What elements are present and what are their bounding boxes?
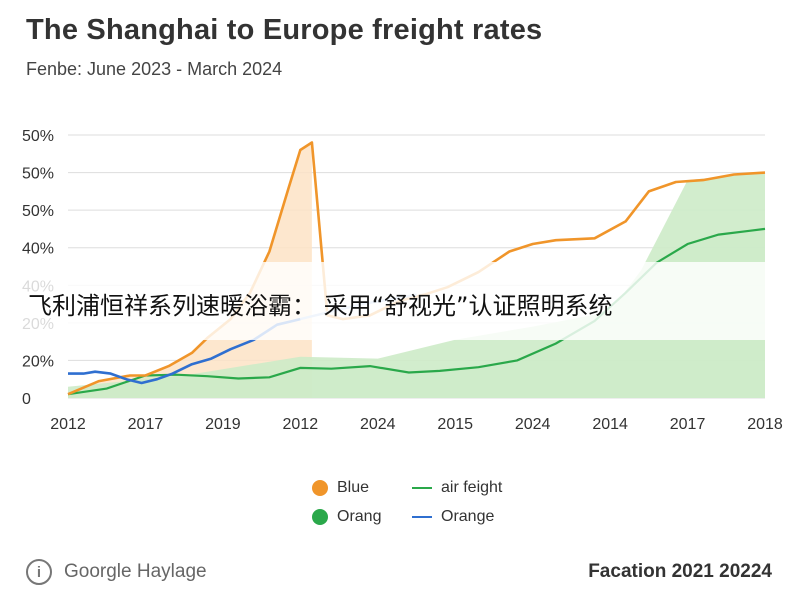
legend-marker-green-line xyxy=(412,487,432,489)
chart-subtitle: Fenbe: June 2023 - March 2024 xyxy=(26,59,283,79)
legend-marker-blue-line xyxy=(412,516,432,518)
legend-marker-orange-dot xyxy=(312,480,328,496)
legend-item-orange: Orange xyxy=(412,508,494,526)
x-tick-label: 2024 xyxy=(360,416,396,433)
legend-item-orang: Orang xyxy=(312,508,381,526)
chart-title: The Shanghai to Europe freight rates xyxy=(26,14,543,46)
legend-label: air feight xyxy=(441,479,503,496)
legend-marker-green-dot xyxy=(312,509,328,525)
x-tick-label: 2012 xyxy=(50,416,86,433)
x-tick-label: 2024 xyxy=(515,416,551,433)
y-tick-label: 50% xyxy=(22,166,54,183)
x-tick-label: 2017 xyxy=(670,416,706,433)
footer-period: Facation 2021 20224 xyxy=(588,561,772,582)
x-tick-label: 2012 xyxy=(283,416,319,433)
legend-item-blue: Blue xyxy=(312,479,369,497)
green-series-area xyxy=(68,228,765,398)
legend-label: Orang xyxy=(337,508,382,525)
legend-label: Blue xyxy=(337,479,370,496)
legend-label: Orange xyxy=(441,508,495,525)
x-tick-label: 2015 xyxy=(437,416,473,433)
source-label: Goorgle Haylage xyxy=(64,561,207,582)
legend-item-air-feight: air feight xyxy=(412,479,502,497)
y-tick-label: 20% xyxy=(22,353,54,370)
info-icon: i xyxy=(26,559,52,585)
y-tick-label: 50% xyxy=(22,128,54,145)
x-tick-label: 2017 xyxy=(128,416,164,433)
x-tick-label: 2019 xyxy=(205,416,241,433)
x-tick-label: 2018 xyxy=(747,416,783,433)
series-line-green xyxy=(67,227,766,396)
y-tick-label: 0 xyxy=(22,391,31,408)
x-tick-label: 2014 xyxy=(592,416,628,433)
y-tick-label: 40% xyxy=(22,241,54,258)
y-tick-label: 50% xyxy=(22,203,54,220)
overlay-banner xyxy=(0,262,800,340)
chart-legend: Blue air feight Orang Orange xyxy=(312,479,572,539)
overlay-banner-text: 飞利浦恒祥系列速暖浴霸： 采用“舒视光”认证照明系统 xyxy=(28,292,613,320)
source-credit: i Goorgle Haylage xyxy=(26,559,207,585)
